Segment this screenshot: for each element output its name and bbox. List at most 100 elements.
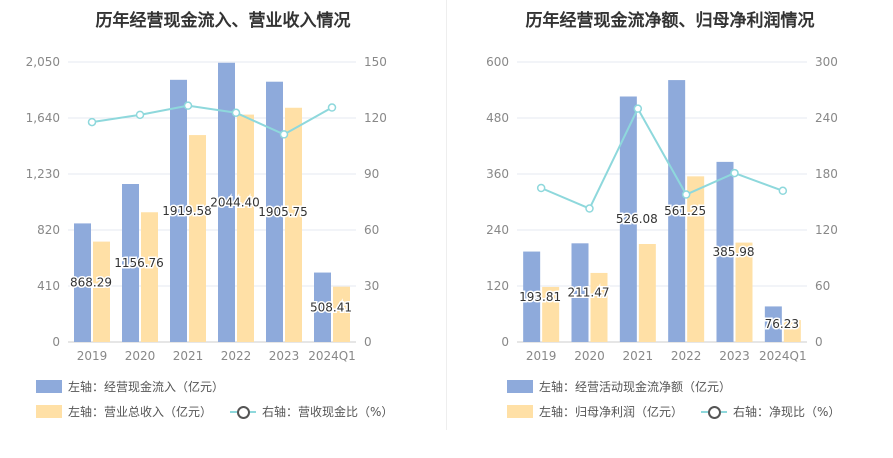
bar-data-label: 193.81	[519, 290, 561, 304]
line-point	[585, 204, 594, 213]
legend-label: 左轴：经营现金流入（亿元）	[68, 380, 225, 394]
bar-primary	[716, 161, 734, 342]
x-axis-tick-label: 2019	[526, 349, 557, 363]
chart-panel-cash-inflow: 历年经营现金流入、营业收入情况 0 410 820 1,230 1,640 2,050 0 3…	[0, 0, 446, 458]
x-axis-tick-label: 2020	[574, 349, 605, 363]
bar-secondary	[735, 242, 753, 342]
bar-primary	[266, 81, 283, 342]
bar-data-label: 868.29	[70, 276, 112, 290]
legend-item-bar2[interactable]: 左轴：营业总收入（亿元）	[36, 403, 212, 420]
bar-secondary	[285, 107, 302, 342]
right-axis-tick-label: 0	[815, 335, 823, 349]
left-axis-tick-label: 1,230	[26, 167, 60, 181]
line-point	[87, 117, 97, 127]
right-axis-tick-label: 150	[364, 55, 387, 69]
bar-primary	[314, 272, 331, 342]
bar-secondary	[542, 286, 560, 342]
left-axis-tick-label: 410	[37, 279, 60, 293]
bar-secondary	[93, 241, 110, 342]
x-axis-tick-label: 2022	[671, 349, 702, 363]
x-axis-tick-label: 2019	[77, 349, 108, 363]
left-axis-tick-label: 820	[37, 223, 60, 237]
legend-row-1: 左轴：经营现金流入（亿元）	[36, 378, 242, 395]
legend-row-2: 左轴：营业总收入（亿元） 右轴：营收现金比（%）	[36, 403, 411, 420]
x-axis-tick-label: 2024Q1	[759, 349, 807, 363]
x-axis-tick-label: 2022	[221, 349, 252, 363]
bar-primary	[170, 79, 187, 342]
right-axis-tick-label: 0	[364, 335, 372, 349]
right-axis-tick-label: 240	[815, 111, 838, 125]
legend-item-line[interactable]: 右轴：净现比（%）	[701, 403, 840, 420]
left-axis-tick-label: 240	[486, 223, 509, 237]
bar-primary	[74, 223, 91, 342]
right-axis-tick-label: 180	[815, 167, 838, 181]
legend-swatch-blue	[36, 380, 62, 393]
legend-line-marker-icon	[230, 405, 257, 419]
bar-data-label: 76.23	[765, 317, 799, 331]
right-axis-tick-label: 120	[364, 111, 387, 125]
series-line	[540, 106, 784, 210]
left-axis-tick-label: 600	[486, 55, 509, 69]
bar-primary	[619, 96, 637, 342]
legend-item-line[interactable]: 右轴：营收现金比（%）	[230, 403, 393, 420]
bar-data-label: 561.25	[664, 204, 706, 218]
legend-item-bar2[interactable]: 左轴：归母净利润（亿元）	[507, 403, 683, 420]
line-point	[327, 103, 337, 112]
right-axis-tick-label: 60	[364, 223, 379, 237]
bar-primary	[523, 251, 541, 342]
right-axis-tick-label: 300	[815, 55, 838, 69]
bar-secondary	[333, 286, 350, 342]
bar-data-label: 211.47	[568, 286, 610, 300]
line-point	[231, 108, 241, 118]
chart-panel-net-cash: 历年经营现金流净额、归母净利润情况 0 120 240 360 480 600 0 60 120…	[447, 0, 893, 458]
bar-secondary	[590, 272, 608, 342]
line-point	[681, 190, 691, 199]
bar-data-label: 526.08	[616, 212, 658, 226]
panel-divider	[446, 0, 447, 430]
bar-data-label: 1156.76	[114, 256, 164, 270]
line-point	[778, 186, 788, 196]
x-axis-tick-label: 2023	[269, 349, 300, 363]
legend-item-bar1[interactable]: 左轴：经营活动现金流净额（亿元）	[507, 378, 731, 395]
left-axis-tick-label: 360	[486, 167, 509, 181]
left-axis-tick-label: 120	[486, 279, 509, 293]
right-axis-tick-label: 120	[815, 223, 838, 237]
right-axis-tick-label: 90	[364, 167, 379, 181]
line-point	[135, 110, 145, 120]
line-point	[633, 104, 643, 113]
bar-data-label: 1919.58	[162, 204, 212, 218]
legend-swatch-blue	[507, 380, 533, 393]
legend-row-2: 左轴：归母净利润（亿元） 右轴：净现比（%）	[507, 403, 858, 420]
legend-swatch-yellow	[36, 405, 62, 418]
left-axis-tick-label: 0	[52, 335, 60, 349]
left-axis-tick-label: 480	[486, 111, 509, 125]
bar-data-label: 508.41	[310, 300, 352, 314]
left-axis-tick-label: 1,640	[26, 111, 60, 125]
legend-swatch-yellow	[507, 405, 533, 418]
bar-primary	[218, 62, 235, 342]
chart-title: 历年经营现金流入、营业收入情况	[95, 11, 351, 31]
bar-secondary	[783, 320, 801, 342]
legend-item-bar1[interactable]: 左轴：经营现金流入（亿元）	[36, 378, 224, 395]
bar-secondary	[189, 135, 206, 342]
right-axis-tick-label: 30	[364, 279, 379, 293]
bar-secondary	[141, 212, 158, 342]
left-axis-tick-label: 0	[501, 335, 509, 349]
chart-plot: 0 410 820 1,230 1,640 2,050 0 30 60 90 120 150 2019 2…	[26, 55, 387, 363]
x-axis-tick-label: 2023	[719, 349, 750, 363]
legend-label: 右轴：净现比（%）	[733, 405, 841, 419]
bar-primary	[764, 306, 782, 342]
line-point	[730, 168, 739, 178]
bar-secondary	[687, 176, 705, 342]
legend-label: 左轴：营业总收入（亿元）	[68, 405, 213, 419]
bar-secondary	[237, 114, 254, 343]
chart-title: 历年经营现金流净额、归母净利润情况	[525, 11, 815, 31]
legend-label: 左轴：归母净利润（亿元）	[539, 405, 684, 419]
line-point	[279, 130, 289, 139]
legend-label: 左轴：经营活动现金流净额（亿元）	[539, 380, 732, 394]
bar-primary	[668, 80, 686, 342]
x-axis-tick-label: 2021	[623, 349, 654, 363]
x-axis-tick-label: 2021	[173, 349, 204, 363]
line-point	[183, 101, 193, 110]
x-axis-tick-label: 2020	[125, 349, 156, 363]
